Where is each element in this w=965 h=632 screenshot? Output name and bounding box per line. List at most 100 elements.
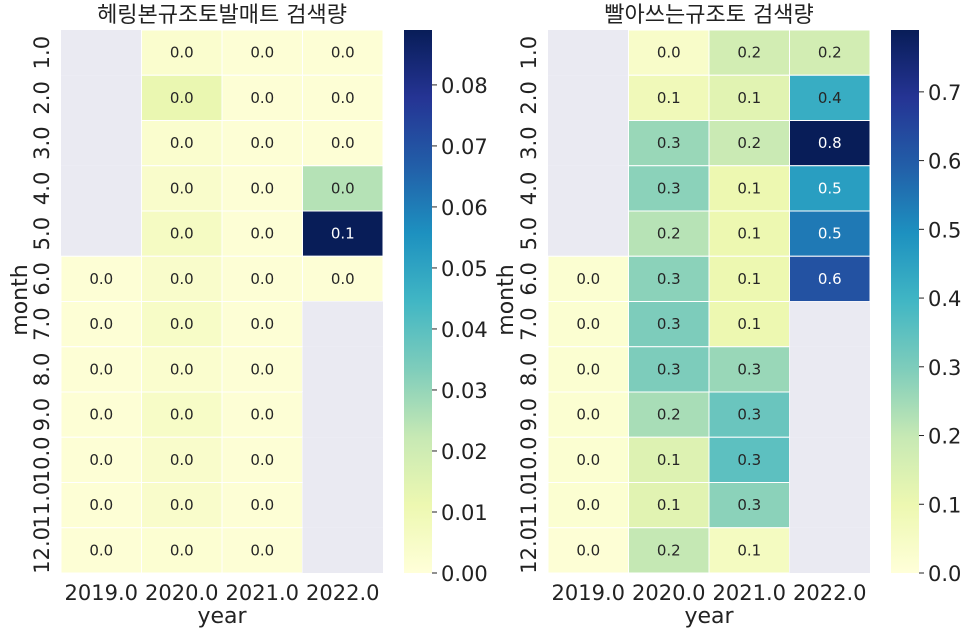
y-tick-label: 8.0 <box>517 353 541 386</box>
cell-annotation: 0.3 <box>737 451 761 469</box>
cell-annotation: 0.0 <box>250 541 274 559</box>
cell-annotation: 0.0 <box>250 89 274 107</box>
y-tick-label: 9.0 <box>517 398 541 431</box>
x-tick-label: 2019.0 <box>65 581 138 605</box>
cell-annotation: 0.0 <box>576 451 600 469</box>
cell-annotation: 0.3 <box>657 179 681 197</box>
y-tick-label: 11.0 <box>517 482 541 529</box>
colorbar-tick-label: 0.4 <box>928 287 961 311</box>
colorbar-tick-label: 0.03 <box>441 379 488 403</box>
cell-annotation: 0.0 <box>170 270 194 288</box>
colorbar-tick-label: 0.5 <box>928 218 961 242</box>
heatmap-cell-missing <box>61 30 142 75</box>
x-tick-label: 2020.0 <box>632 581 705 605</box>
cell-annotation: 0.6 <box>818 270 842 288</box>
heatmap-cell-missing <box>790 347 871 392</box>
y-tick-label: 2.0 <box>30 81 54 114</box>
chart-title: 빨아쓰는규조토 검색량 <box>604 3 813 28</box>
cell-annotation: 0.1 <box>657 89 681 107</box>
cell-annotation: 0.1 <box>737 179 761 197</box>
x-tick-label: 2020.0 <box>145 581 218 605</box>
y-tick-label: 9.0 <box>30 398 54 431</box>
cell-annotation: 0.0 <box>250 360 274 378</box>
heatmap-cell-missing <box>303 483 384 528</box>
cell-annotation: 0.0 <box>250 44 274 62</box>
colorbar-tick-label: 0.1 <box>928 493 961 517</box>
cell-annotation: 0.0 <box>89 541 113 559</box>
heatmap-cell-missing <box>303 392 384 437</box>
cell-annotation: 0.0 <box>170 541 194 559</box>
cell-annotation: 0.2 <box>657 541 681 559</box>
cell-annotation: 0.0 <box>170 451 194 469</box>
cell-annotation: 0.3 <box>657 315 681 333</box>
heatmap-cell-missing <box>790 437 871 482</box>
heatmap-cell-missing <box>548 166 629 211</box>
cell-annotation: 0.0 <box>250 406 274 424</box>
cell-annotation: 0.0 <box>170 134 194 152</box>
cell-annotation: 0.0 <box>576 541 600 559</box>
cell-annotation: 0.1 <box>737 270 761 288</box>
colorbar-tick-label: 0.02 <box>441 440 488 464</box>
cell-annotation: 0.0 <box>331 134 355 152</box>
y-tick-label: 6.0 <box>30 262 54 295</box>
colorbar-ticks: 0.0 0.1 0.2 0.3 0.4 0.5 0.6 0.7 <box>919 81 961 586</box>
cell-annotation: 0.3 <box>737 496 761 514</box>
colorbar-tick-label: 0.00 <box>441 562 488 586</box>
y-tick-label: 10.0 <box>30 436 54 483</box>
heatmap-cell-missing <box>303 437 384 482</box>
cell-annotation: 0.0 <box>576 360 600 378</box>
cell-annotation: 0.0 <box>170 179 194 197</box>
colorbar-tick-label: 0.0 <box>928 562 961 586</box>
heatmap-cell-missing <box>548 121 629 166</box>
cell-annotation: 0.0 <box>89 496 113 514</box>
cell-annotation: 0.4 <box>818 89 842 107</box>
cell-annotation: 0.0 <box>576 406 600 424</box>
colorbar-tick-label: 0.06 <box>441 196 488 220</box>
heatmap-cell-missing <box>61 211 142 256</box>
colorbar-tick-label: 0.04 <box>441 318 488 342</box>
cell-annotation: 0.0 <box>331 44 355 62</box>
heatmap-cell-missing <box>303 528 384 573</box>
heatmap-cell-missing <box>790 302 871 347</box>
cell-annotation: 0.1 <box>737 541 761 559</box>
cell-annotation: 0.0 <box>250 451 274 469</box>
x-tick-label: 2022.0 <box>306 581 379 605</box>
cell-annotation: 0.0 <box>250 179 274 197</box>
y-tick-label: 2.0 <box>517 81 541 114</box>
cell-annotation: 0.5 <box>818 179 842 197</box>
cell-annotation: 0.0 <box>250 225 274 243</box>
cell-annotation: 0.3 <box>657 360 681 378</box>
y-tick-label: 12.0 <box>30 527 54 574</box>
colorbar-tick-label: 0.08 <box>441 74 488 98</box>
cell-annotation: 0.1 <box>657 451 681 469</box>
y-tick-label: 4.0 <box>30 172 54 205</box>
x-tick-label: 2021.0 <box>713 581 786 605</box>
chart-title: 헤링본규조토발매트 검색량 <box>97 3 347 28</box>
cell-annotation: 0.2 <box>818 44 842 62</box>
heatmap-cell-missing <box>790 392 871 437</box>
y-tick-labels: 1.0 2.0 3.0 4.0 5.0 6.0 7.0 8.0 9.0 10.011.012.0 <box>30 36 54 574</box>
heatmap-cell-missing <box>790 483 871 528</box>
y-tick-label: 1.0 <box>30 36 54 69</box>
y-tick-label: 5.0 <box>517 217 541 250</box>
cell-annotation: 0.0 <box>576 496 600 514</box>
cell-annotation: 0.0 <box>89 270 113 288</box>
heatmap-panel-washable: 빨아쓰는규조토 검색량 0.0 0.2 0.20.1 0.1 0.40.3 0.2 0.80… <box>494 3 961 629</box>
colorbar <box>404 30 432 573</box>
y-tick-label: 7.0 <box>517 307 541 340</box>
y-tick-label: 3.0 <box>517 126 541 159</box>
cell-annotation: 0.0 <box>250 315 274 333</box>
colorbar <box>891 30 919 573</box>
y-tick-labels: 1.0 2.0 3.0 4.0 5.0 6.0 7.0 8.0 9.0 10.011.012.0 <box>517 36 541 574</box>
cell-annotation: 0.1 <box>737 225 761 243</box>
colorbar-tick-label: 0.01 <box>441 501 488 525</box>
cell-annotation: 0.1 <box>331 225 355 243</box>
cell-annotation: 0.0 <box>331 270 355 288</box>
heatmap-cells: 0.0 0.2 0.2 0.1 0.1 0.4 0.3 0.2 0.8 0.3 0.1 0.5 0.2 0… <box>548 30 870 573</box>
colorbar-tick-label: 0.6 <box>928 150 961 174</box>
cell-annotation: 0.1 <box>737 89 761 107</box>
heatmap-cell-missing <box>548 211 629 256</box>
x-tick-label: 2022.0 <box>793 581 866 605</box>
cell-annotation: 0.3 <box>657 134 681 152</box>
cell-annotation: 0.2 <box>737 44 761 62</box>
